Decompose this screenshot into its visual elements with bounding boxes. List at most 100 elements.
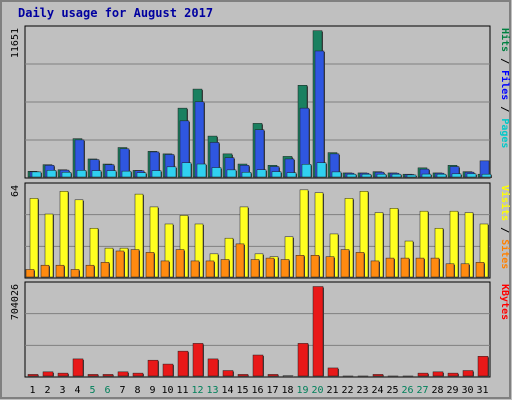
bottom-bar — [58, 373, 68, 376]
x-tick-label: 19 — [296, 385, 308, 396]
bottom-bar — [478, 356, 488, 376]
bottom-bar — [118, 372, 128, 376]
bottom-bar — [313, 287, 323, 376]
middle-bar — [311, 255, 319, 277]
top-bar — [227, 170, 236, 177]
middle-bar — [356, 252, 364, 277]
bottom-bar — [133, 373, 143, 376]
x-tick-label: 1 — [29, 385, 35, 396]
bottom-series-label: KBytes — [499, 284, 510, 320]
top-bar — [152, 171, 161, 177]
bottom-bar — [178, 351, 188, 376]
x-tick-label: 8 — [134, 385, 140, 396]
top-bar — [197, 164, 206, 177]
top-bar — [182, 163, 191, 177]
top-bar — [47, 170, 56, 177]
series-label-separator: / — [499, 52, 510, 70]
top-bar — [467, 174, 476, 177]
middle-bar — [101, 262, 109, 277]
x-tick-label: 14 — [221, 385, 233, 396]
top-bar — [242, 172, 251, 177]
bottom-bar — [253, 355, 263, 376]
top-bar — [272, 172, 281, 177]
x-tick-label: 24 — [371, 385, 383, 396]
middle-bar — [371, 261, 379, 277]
series-label-part: Sites — [499, 239, 511, 269]
top-bar — [122, 171, 131, 177]
top-bar — [62, 172, 71, 177]
top-bar — [315, 51, 324, 177]
x-tick-label: 16 — [251, 385, 263, 396]
middle-bar — [401, 258, 409, 277]
x-tick-label: 26 — [401, 385, 413, 396]
series-label-part: Files — [499, 70, 511, 100]
middle-bar — [60, 191, 68, 277]
x-tick-label: 31 — [476, 385, 488, 396]
top-bar — [452, 174, 461, 177]
x-tick-label: 30 — [461, 385, 473, 396]
x-tick-label: 18 — [281, 385, 293, 396]
middle-bar — [446, 264, 454, 277]
x-tick-label: 27 — [416, 385, 428, 396]
bottom-bar — [328, 368, 338, 376]
middle-bar — [75, 200, 83, 277]
chart-title: Daily usage for August 2017 — [18, 6, 213, 20]
bottom-bar — [193, 343, 203, 376]
series-label-separator: / — [499, 100, 510, 118]
top-bar — [392, 174, 401, 177]
x-tick-label: 15 — [236, 385, 248, 396]
middle-bar — [116, 251, 124, 277]
middle-bar — [131, 250, 139, 277]
top-bar — [77, 170, 86, 177]
top-series-label: Hits / Files / Pages — [499, 28, 511, 148]
top-bar — [317, 163, 326, 177]
top-y-max-label: 11651 — [10, 28, 21, 58]
middle-bar — [191, 261, 199, 277]
x-tick-label: 22 — [341, 385, 353, 396]
top-bar — [32, 172, 41, 177]
x-tick-label: 7 — [119, 385, 125, 396]
bottom-bar — [463, 371, 473, 376]
middle-bar — [296, 255, 304, 277]
middle-bar — [416, 258, 424, 277]
middle-series-label: Visits / Sites — [499, 185, 511, 269]
top-bar — [362, 174, 371, 177]
x-tick-label: 4 — [74, 385, 80, 396]
top-bar — [437, 174, 446, 177]
bottom-bar — [223, 371, 233, 376]
top-bar — [377, 174, 386, 177]
top-bar — [107, 171, 116, 177]
bottom-y-max-label: 704026 — [10, 284, 21, 320]
top-bar — [302, 164, 311, 177]
x-tick-label: 5 — [89, 385, 95, 396]
x-tick-label: 17 — [266, 385, 278, 396]
middle-bar — [431, 258, 439, 277]
top-bar — [407, 175, 416, 177]
middle-y-max-label: 64 — [10, 185, 21, 197]
bottom-bar — [448, 373, 458, 376]
x-tick-label: 9 — [149, 385, 155, 396]
middle-bar — [41, 265, 49, 277]
top-bar — [137, 173, 146, 177]
bottom-bar — [163, 364, 173, 376]
middle-bar — [146, 252, 154, 277]
bottom-bar — [43, 372, 53, 376]
middle-bar — [251, 260, 259, 277]
x-tick-label: 23 — [356, 385, 368, 396]
bottom-bar — [103, 374, 113, 376]
top-bar — [482, 174, 491, 177]
x-tick-label: 2 — [44, 385, 50, 396]
x-tick-label: 29 — [446, 385, 458, 396]
middle-bar — [30, 198, 38, 277]
x-tick-label: 20 — [311, 385, 323, 396]
middle-bar — [221, 260, 229, 277]
middle-bar — [71, 269, 79, 277]
bottom-bar — [418, 373, 428, 376]
top-bar — [167, 167, 176, 177]
bottom-bar — [73, 359, 83, 376]
bottom-bar — [148, 360, 158, 376]
series-label-separator: / — [499, 221, 510, 239]
plot-area: 11651 Hits / Files / Pages 64 Visits / Site… — [10, 26, 511, 396]
